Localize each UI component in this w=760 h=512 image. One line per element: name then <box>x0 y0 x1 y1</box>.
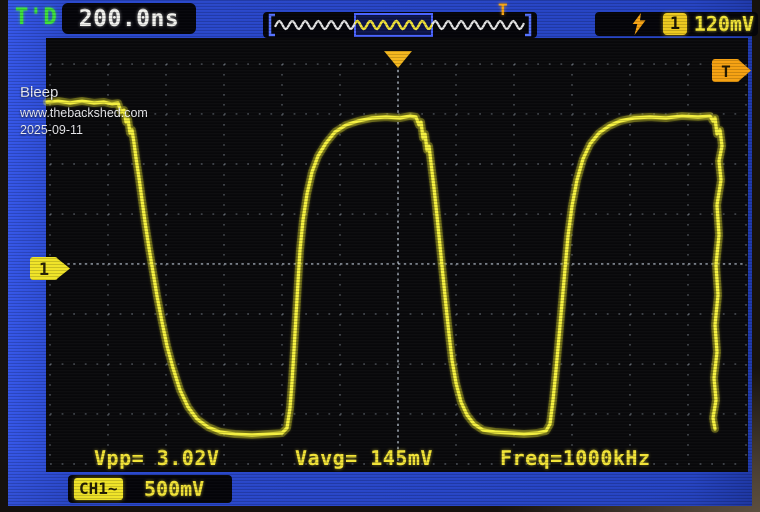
watermark-url: www.thebackshed.com <box>20 106 148 120</box>
channel-label: CH1 <box>79 479 108 498</box>
channel1-scale: 500mV <box>144 477 205 501</box>
trigger-info-box: 1 120mV <box>595 12 758 36</box>
timebase-value: 200.0ns <box>78 5 180 32</box>
grid-lines <box>49 63 747 465</box>
timebase-box: 200.0ns <box>62 3 196 34</box>
trigger-level-tag: T <box>712 59 751 82</box>
channel1-badge-label: 1 <box>39 260 49 280</box>
trigger-position-arrow <box>384 51 412 68</box>
trigger-tag-label: T <box>721 62 731 81</box>
watermark-date: 2025-09-11 <box>20 123 84 137</box>
trigger-source-badge: 1 <box>663 13 687 35</box>
watermark: Bleep www.thebackshed.com 2025-09-11 <box>20 84 148 140</box>
channel1-coupling-badge: CH1~ <box>74 478 123 500</box>
graticule <box>46 38 748 472</box>
preview-waveform <box>268 13 532 37</box>
measurement-vpp: Vpp= 3.02V <box>94 446 220 470</box>
waveform-preview-bar <box>263 12 537 38</box>
coupling-icon: ~ <box>107 479 118 498</box>
preview-trigger-marker: T <box>498 0 508 19</box>
measurement-freq: Freq=1000kHz <box>500 446 651 470</box>
measurement-vavg: Vavg= 145mV <box>295 446 433 470</box>
channel1-level-tag: 1 <box>30 257 70 280</box>
lightning-edge-icon <box>632 13 646 35</box>
ch1-trace <box>43 97 726 439</box>
trigger-level-value: 120mV <box>693 12 754 36</box>
watermark-title: Bleep <box>20 84 59 101</box>
channel-readout-bar: CH1~ 500mV <box>68 475 232 503</box>
trigger-status: T'D <box>15 5 58 30</box>
